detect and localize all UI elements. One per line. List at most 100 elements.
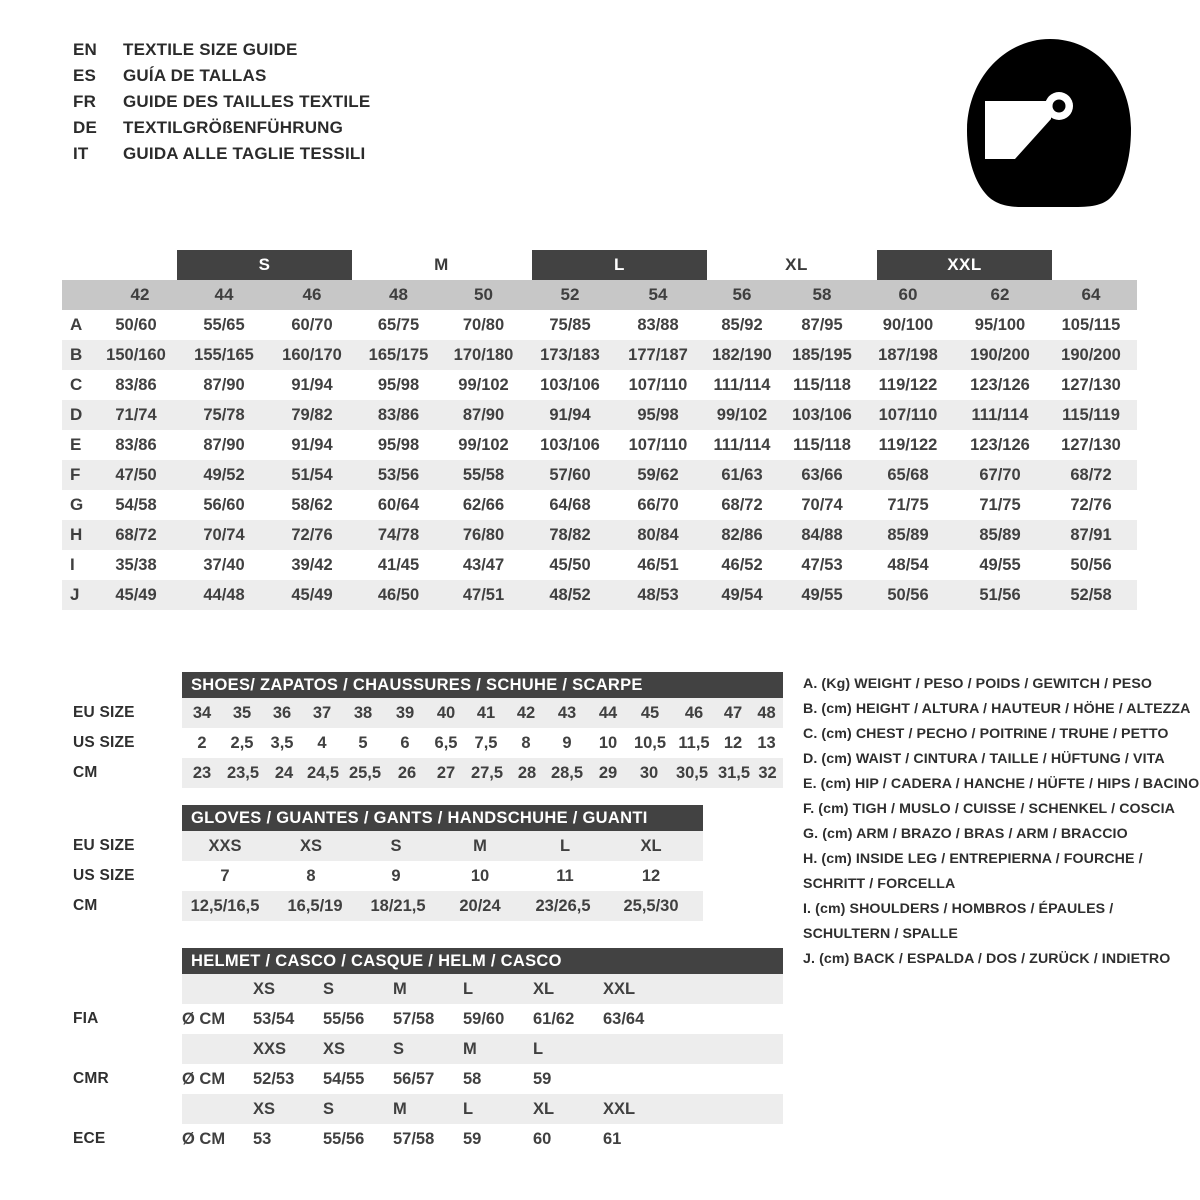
legend-item-c: C. (cm) CHEST / PECHO / POITRINE / TRUHE… <box>803 726 1169 742</box>
cell: 45/49 <box>115 585 157 604</box>
cell: 68/72 <box>721 495 763 514</box>
cell: 190/200 <box>1061 345 1121 364</box>
cell: 57/58 <box>393 1009 435 1028</box>
title-line: EN TEXTILE SIZE GUIDE <box>73 40 370 66</box>
cell: 115/119 <box>1062 405 1120 424</box>
cell: 127/130 <box>1061 375 1121 394</box>
cell: 46/51 <box>637 555 679 574</box>
cell: 54/55 <box>323 1069 365 1088</box>
cell: 47/53 <box>801 555 843 574</box>
gloves-row-us-size: US SIZE 7 8 9 10 11 12 <box>73 861 703 891</box>
shoes-row-us-size: US SIZE 2 2,5 3,5 4 5 6 6,5 7,5 8 9 10 1… <box>73 728 783 758</box>
cell: 52/58 <box>1070 585 1112 604</box>
cell: 13 <box>757 733 776 752</box>
cell: 12,5/16,5 <box>190 896 260 915</box>
cell: 83/88 <box>637 315 679 334</box>
cell: L <box>463 979 474 998</box>
cell: 66/70 <box>637 495 679 514</box>
cell: 99/102 <box>458 435 509 454</box>
helmet-unit-fia: Ø CM <box>182 1009 226 1028</box>
cell: 49/52 <box>203 465 245 484</box>
table-row: E 83/86 87/90 91/94 95/98 99/102 103/106… <box>62 430 1137 460</box>
cell: 115/118 <box>793 375 851 394</box>
cell: 74/78 <box>377 525 420 544</box>
cell: 83/86 <box>377 405 420 424</box>
cell: 103/106 <box>792 405 852 424</box>
cell: 99/102 <box>716 405 768 424</box>
title-block: EN TEXTILE SIZE GUIDE ES GUÍA DE TALLAS … <box>73 40 370 170</box>
cell: 41/45 <box>377 555 420 574</box>
cell: 70/74 <box>801 495 843 514</box>
gloves-row-label-cm: CM <box>73 897 98 914</box>
row-label-i: I <box>70 555 75 574</box>
cell: 177/187 <box>628 345 688 364</box>
cell: 63/66 <box>801 465 843 484</box>
cell: 54/58 <box>115 495 157 514</box>
cell: 71/74 <box>115 405 157 424</box>
cell: 103/106 <box>540 375 600 394</box>
measurement-legend: A. (Kg) WEIGHT / PESO / POIDS / GEWITCH … <box>803 672 1199 972</box>
cell: 46 <box>684 703 704 722</box>
cell: 27 <box>436 763 456 782</box>
cell: 30,5 <box>675 763 709 782</box>
cell: 107/110 <box>628 435 688 454</box>
cell: 49/54 <box>721 585 763 604</box>
cell: 31,5 <box>717 763 751 782</box>
cell: 48/53 <box>637 585 679 604</box>
row-label-f: F <box>70 465 81 484</box>
helmet-unit-ece: Ø CM <box>182 1129 226 1148</box>
cell: 56/60 <box>203 495 245 514</box>
cell: 44 <box>598 703 618 722</box>
cell: XL <box>640 836 662 855</box>
size-label-s: S <box>177 250 352 280</box>
table-row: G 54/58 56/60 58/62 60/64 62/66 64/68 66… <box>62 490 1137 520</box>
cell: 60/70 <box>291 315 333 334</box>
cell: 67/70 <box>979 465 1021 484</box>
shoes-table: SHOES/ ZAPATOS / CHAUSSURES / SCHUHE / S… <box>73 672 783 788</box>
title-text-it: GUIDA ALLE TAGLIE TESSILI <box>123 144 366 163</box>
cell: 32 <box>758 763 777 782</box>
cell: 70/80 <box>462 315 505 334</box>
cell: M <box>463 1039 477 1058</box>
cell: 2,5 <box>230 733 254 752</box>
cell: 72/76 <box>291 525 333 544</box>
cell: XS <box>253 1099 276 1118</box>
cell: 115/118 <box>793 435 851 454</box>
cell: 7 <box>220 866 230 885</box>
cell: 111/114 <box>971 405 1029 424</box>
row-label-a: A <box>70 315 83 334</box>
cell: 6,5 <box>434 733 458 752</box>
cell: S <box>390 836 402 855</box>
title-line: FR GUIDE DES TAILLES TEXTILE <box>73 92 370 118</box>
shoes-heading: SHOES/ ZAPATOS / CHAUSSURES / SCHUHE / S… <box>182 672 783 698</box>
col-header-62: 62 <box>990 285 1010 304</box>
legend-item-b: B. (cm) HEIGHT / ALTURA / HAUTEUR / HÖHE… <box>803 701 1191 717</box>
cell: XXS <box>208 836 242 855</box>
row-label-e: E <box>70 435 82 454</box>
cell: 165/175 <box>368 345 429 364</box>
cell: 155/165 <box>194 345 254 364</box>
cell: 52/53 <box>253 1069 295 1088</box>
row-label-d: D <box>70 405 83 424</box>
cell: 91/94 <box>291 435 333 454</box>
cell: 8 <box>306 866 316 885</box>
gloves-table: GLOVES / GUANTES / GANTS / HANDSCHUHE / … <box>73 805 703 921</box>
cell: M <box>393 979 407 998</box>
cell: 39/42 <box>291 555 333 574</box>
cell: 50/60 <box>115 315 157 334</box>
cell: 37/40 <box>203 555 245 574</box>
cell: 8 <box>521 733 531 752</box>
cell: 107/110 <box>878 405 938 424</box>
cell: 11 <box>556 866 574 885</box>
table-row: B 150/160 155/165 160/170 165/175 170/18… <box>62 340 1137 370</box>
helmet-row-cmr: CMR Ø CM 52/53 54/55 56/57 58 59 <box>73 1064 783 1094</box>
cell: 83/86 <box>115 375 157 394</box>
title-lang-es: ES <box>73 66 97 85</box>
cell: 10,5 <box>633 733 667 752</box>
cell: S <box>393 1039 405 1058</box>
cell: 170/180 <box>453 345 514 364</box>
col-header-54: 54 <box>648 285 668 304</box>
cell: M <box>393 1099 407 1118</box>
cell: 50/56 <box>887 585 929 604</box>
